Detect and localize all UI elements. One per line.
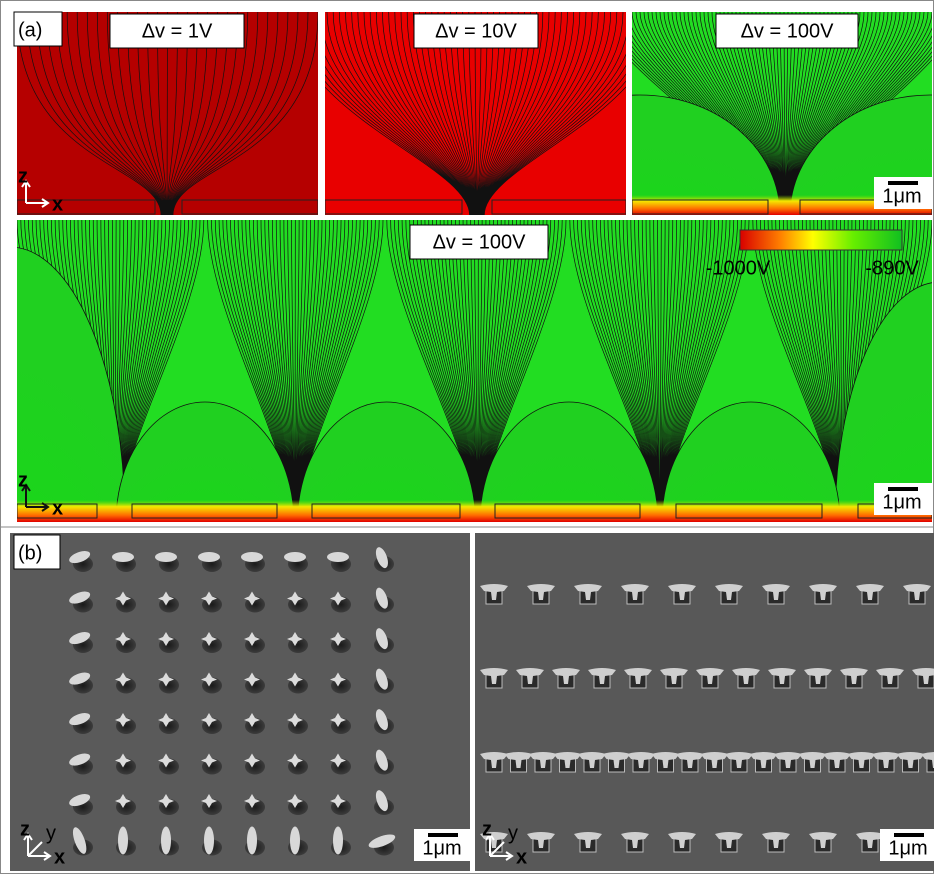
colorbar: [740, 230, 902, 250]
condition-label: Δv = 100V: [433, 231, 527, 253]
panel-label: (a): [18, 19, 42, 41]
gap: [163, 200, 171, 215]
colorbar-min: -1000V: [706, 257, 771, 279]
axis-label: z: [18, 165, 28, 187]
sem-left: [10, 533, 470, 871]
condition-label: Δv = 10V: [435, 20, 517, 42]
colorbar-max: -890V: [865, 257, 919, 279]
axis-label: y: [46, 822, 56, 844]
axis-label: x: [516, 846, 527, 868]
particle: [247, 827, 257, 855]
axis-label: x: [52, 193, 63, 215]
particle: [198, 552, 220, 562]
particle: [241, 552, 263, 562]
particle: [333, 827, 343, 855]
particle: [290, 827, 300, 855]
scale-label: 1μm: [882, 491, 921, 513]
particle: [204, 827, 214, 855]
axis-label: z: [20, 818, 30, 840]
particle: [118, 827, 128, 855]
surface-strip: [17, 500, 932, 522]
particle: [112, 552, 134, 562]
particle: [284, 552, 306, 562]
gap: [472, 198, 482, 215]
axis-label: z: [18, 469, 28, 491]
axis-label: x: [54, 846, 65, 868]
axis-label: z: [482, 818, 492, 840]
axis-label: y: [508, 822, 518, 844]
figure: (a) Δv = 1V Δv = 10V Δv = 100V Δv = 100V…: [0, 0, 934, 874]
condition-label: Δv = 1V: [142, 20, 213, 42]
background: [10, 533, 470, 871]
scale-label: 1μm: [422, 837, 461, 859]
background: [475, 533, 934, 871]
axis-label: x: [52, 497, 63, 519]
sem-right: [475, 533, 934, 871]
scale-label: 1μm: [882, 185, 921, 207]
artwork: [0, 12, 934, 871]
scale-label: 1μm: [888, 837, 927, 859]
particle: [161, 827, 171, 855]
particle: [327, 552, 349, 562]
condition-label: Δv = 100V: [741, 20, 835, 42]
panel-label: (b): [18, 542, 42, 564]
particle: [155, 552, 177, 562]
